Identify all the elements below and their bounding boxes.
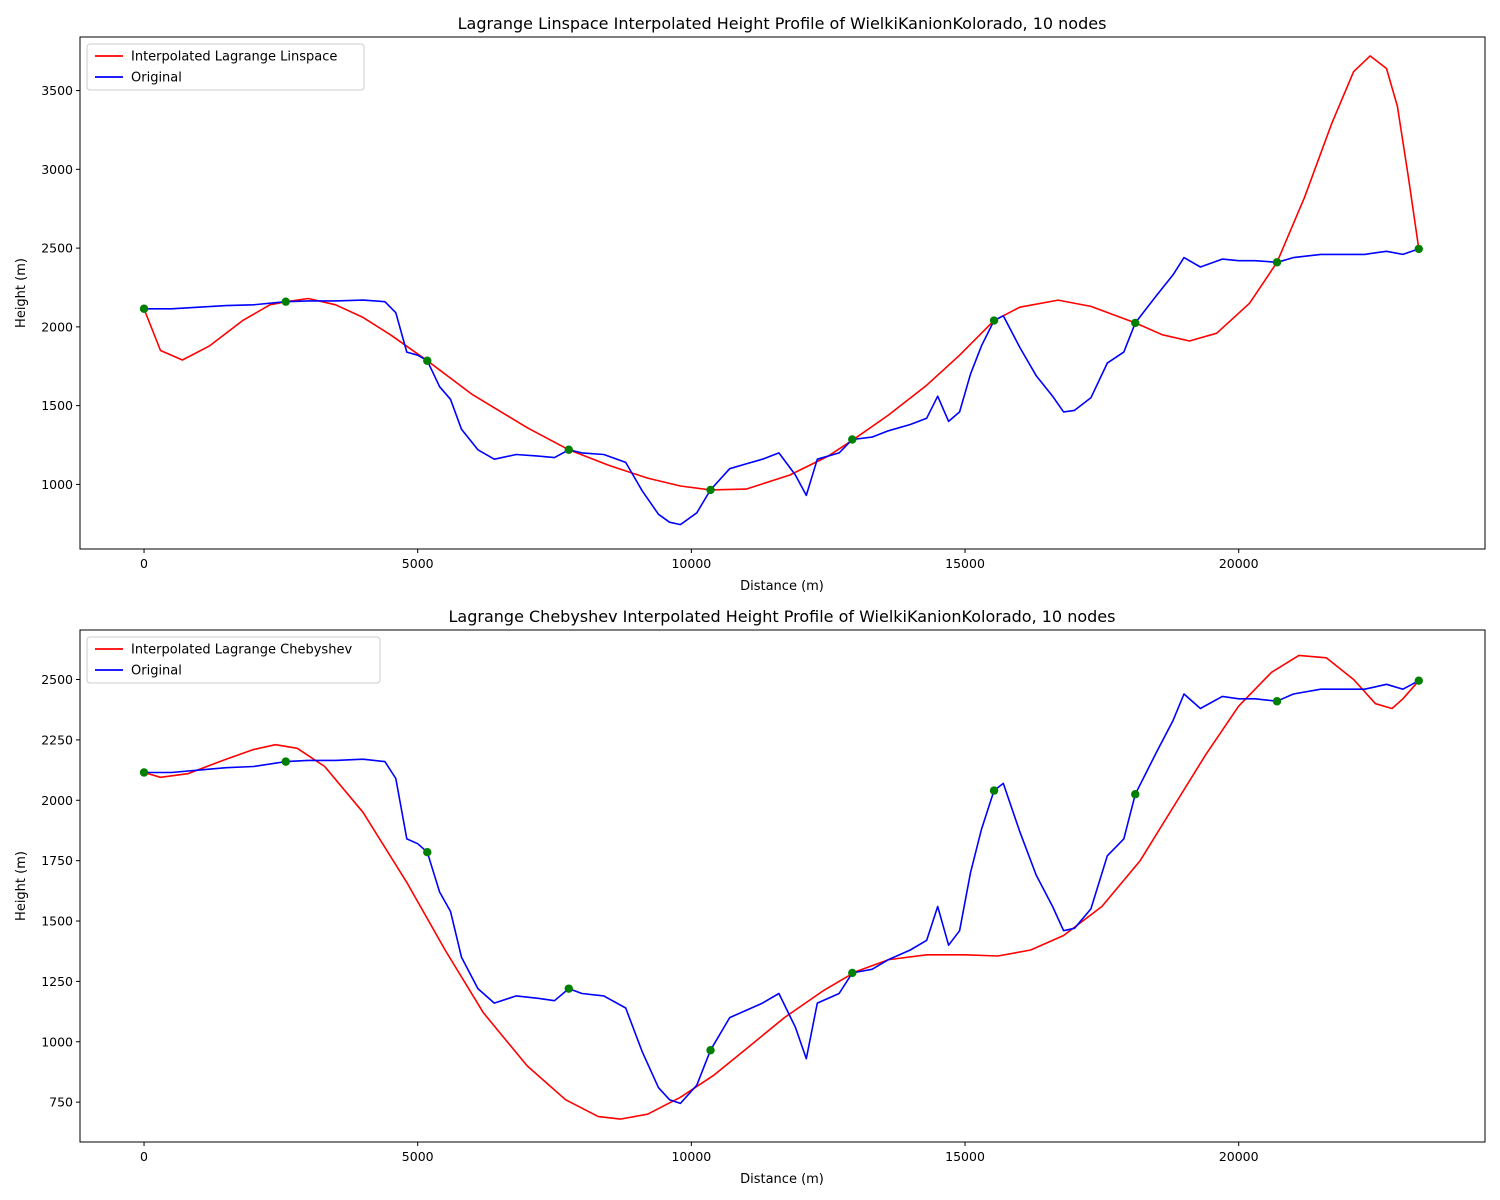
x-tick-label: 15000 [945, 556, 985, 571]
y-tick-label: 2000 [41, 319, 73, 334]
x-tick-label: 10000 [671, 556, 711, 571]
x-tick-label: 15000 [945, 1149, 985, 1164]
y-tick-label: 2500 [41, 241, 73, 256]
node-point [1272, 258, 1282, 267]
plot-area: 0 5000 10000 15000 20000 1000 1500 2000 2500 3000… [41, 55, 1423, 571]
legend-label: Original [131, 71, 182, 86]
axes-frame [79, 36, 1486, 550]
interpolated-line [143, 654, 1420, 1120]
legend-label: Interpolated Lagrange Linspace [131, 50, 337, 65]
y-tick-label: 3000 [41, 162, 73, 177]
node-point [1131, 318, 1140, 328]
y-tick-label: 1000 [41, 477, 73, 492]
node-point [1131, 790, 1140, 799]
x-tick-label: 0 [140, 1149, 148, 1164]
x-axis-label: Distance (m) [740, 1172, 824, 1187]
series-group [143, 654, 1420, 1120]
node-point [989, 786, 999, 795]
y-tick-label: 1250 [41, 974, 73, 989]
interpolated-line [143, 55, 1420, 491]
x-tick-label: 0 [140, 556, 148, 571]
x-tick-label: 20000 [1219, 1149, 1259, 1164]
chart-title: Lagrange Chebyshev Interpolated Height P… [449, 607, 1116, 626]
y-tick-label: 1000 [41, 1034, 73, 1049]
y-tick-label: 1500 [41, 398, 73, 413]
plot-area: 0 5000 10000 15000 20000 750 1000 1250 1500 1750 2… [41, 654, 1423, 1164]
legend: Interpolated Lagrange Linspace Original [86, 43, 365, 91]
original-line [144, 679, 1420, 1105]
legend-box [86, 636, 381, 684]
axes-frame [79, 629, 1486, 1143]
original-line [144, 248, 1420, 526]
y-tick-label: 2250 [41, 732, 73, 747]
y-axis-label: Height (m) [14, 851, 29, 921]
legend: Interpolated Lagrange Chebyshev Original [86, 636, 381, 684]
legend-label: Interpolated Lagrange Chebyshev [131, 643, 352, 658]
node-point [1272, 697, 1282, 706]
node-point [848, 968, 857, 978]
x-tick-label: 10000 [671, 1149, 711, 1164]
chebyshev-chart: Lagrange Chebyshev Interpolated Height P… [14, 607, 1486, 1187]
node-point [423, 847, 432, 857]
node-point [281, 297, 290, 306]
node-point [989, 316, 999, 325]
node-point [139, 768, 149, 777]
y-tick-label: 3500 [41, 83, 73, 98]
x-tick-label: 20000 [1219, 556, 1259, 571]
node-point [281, 757, 290, 766]
y-tick-label: 2500 [41, 672, 73, 687]
legend-label: Original [131, 664, 182, 679]
x-axis-label: Distance (m) [740, 579, 824, 594]
node-point [1414, 244, 1423, 254]
y-axis-label: Height (m) [14, 258, 29, 328]
node-point [564, 445, 573, 454]
node-point [564, 984, 573, 993]
node-point [139, 304, 149, 313]
y-tick-label: 2000 [41, 793, 73, 808]
y-tick-label: 750 [49, 1095, 73, 1110]
node-point [706, 1046, 715, 1055]
linspace-chart: Lagrange Linspace Interpolated Height Pr… [14, 14, 1486, 594]
x-tick-label: 5000 [402, 1149, 434, 1164]
chart-title: Lagrange Linspace Interpolated Height Pr… [458, 14, 1107, 33]
series-group [143, 55, 1420, 526]
x-tick-label: 5000 [402, 556, 434, 571]
y-tick-label: 1750 [41, 853, 73, 868]
legend-box [86, 43, 365, 91]
node-point [848, 435, 857, 444]
node-point [423, 356, 432, 365]
y-tick-label: 1500 [41, 914, 73, 929]
node-point [1414, 676, 1423, 685]
node-point [706, 485, 715, 495]
